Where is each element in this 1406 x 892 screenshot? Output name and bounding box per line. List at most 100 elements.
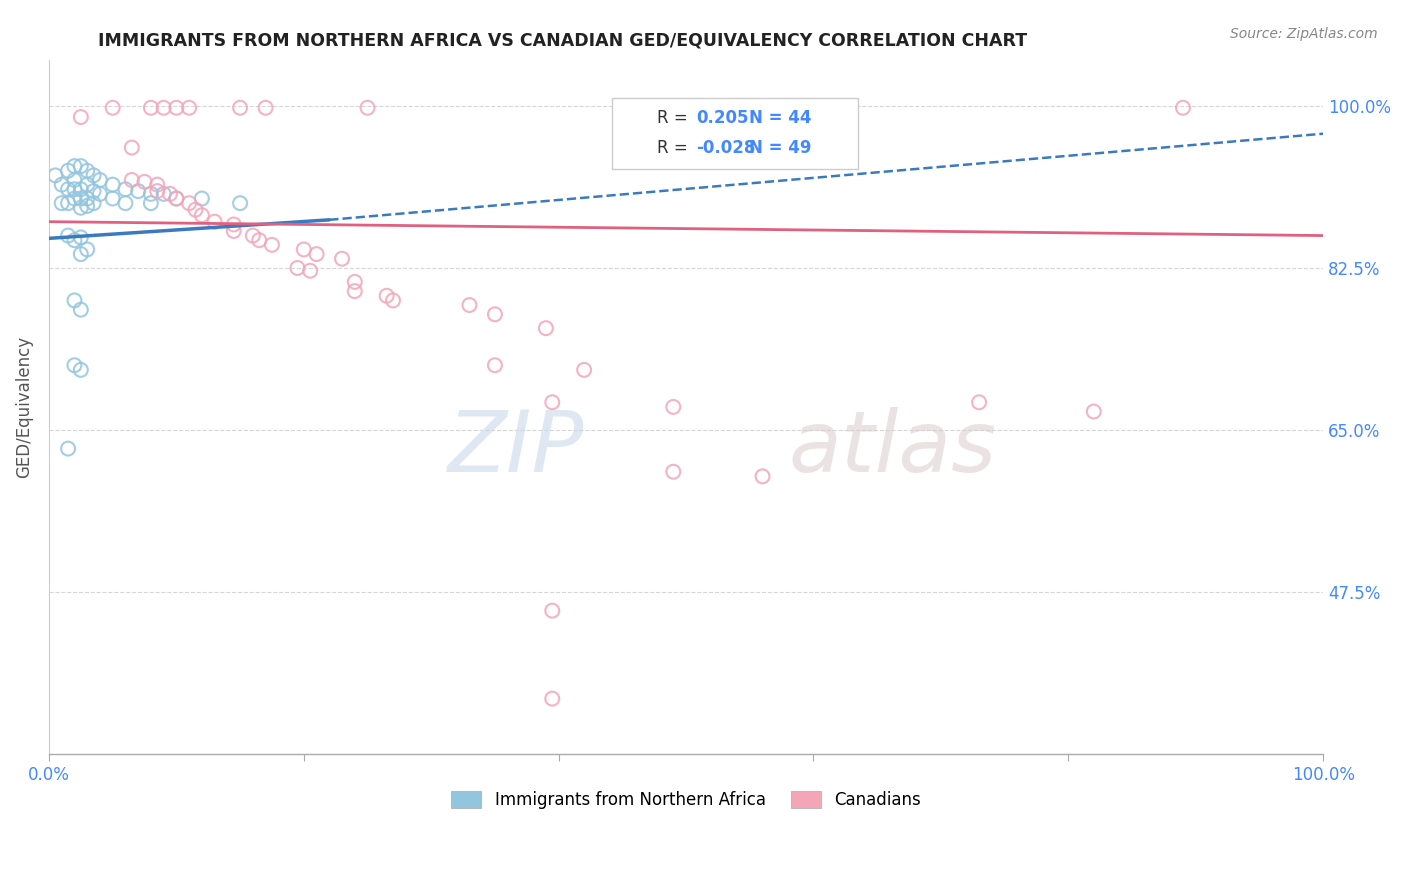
Point <box>751 469 773 483</box>
Point <box>343 284 366 298</box>
Point <box>51 196 73 211</box>
Point <box>69 363 91 377</box>
Point <box>287 260 309 275</box>
Text: IMMIGRANTS FROM NORTHERN AFRICA VS CANADIAN GED/EQUIVALENCY CORRELATION CHART: IMMIGRANTS FROM NORTHERN AFRICA VS CANAD… <box>98 31 1028 49</box>
Point <box>114 196 136 211</box>
Point <box>56 196 79 211</box>
Point <box>56 228 79 243</box>
Legend: Immigrants from Northern Africa, Canadians: Immigrants from Northern Africa, Canadia… <box>444 784 928 815</box>
Point <box>375 289 398 303</box>
Point <box>83 169 105 183</box>
Point <box>165 192 187 206</box>
Point <box>330 252 353 266</box>
Point <box>179 101 201 115</box>
Point <box>69 201 91 215</box>
Point <box>44 169 66 183</box>
Point <box>222 218 245 232</box>
Point <box>63 293 86 308</box>
Point <box>191 192 214 206</box>
Text: ZIP: ZIP <box>449 407 583 490</box>
Point <box>662 400 685 414</box>
Point <box>382 293 405 308</box>
Point <box>101 101 124 115</box>
Point <box>254 101 277 115</box>
Point <box>56 182 79 196</box>
Point <box>83 196 105 211</box>
Point <box>184 202 207 217</box>
Point <box>63 173 86 187</box>
Point <box>114 182 136 196</box>
Point <box>76 243 98 257</box>
Point <box>101 178 124 192</box>
Point <box>541 604 564 618</box>
Point <box>146 178 169 192</box>
Point <box>458 298 481 312</box>
Text: R =: R = <box>657 139 693 157</box>
Point <box>69 182 91 196</box>
Point <box>541 691 564 706</box>
Point <box>76 199 98 213</box>
Point <box>63 358 86 372</box>
Point <box>121 140 143 154</box>
Text: -0.028: -0.028 <box>696 139 755 157</box>
Point <box>484 358 506 372</box>
Point <box>146 184 169 198</box>
Point <box>152 101 174 115</box>
Point <box>242 228 264 243</box>
Point <box>165 101 187 115</box>
Point <box>76 178 98 192</box>
Point <box>534 321 557 335</box>
Point <box>343 275 366 289</box>
Point <box>1171 101 1194 115</box>
Point <box>69 302 91 317</box>
Point <box>572 363 595 377</box>
Point <box>139 101 162 115</box>
Point <box>165 192 187 206</box>
Point <box>63 182 86 196</box>
Point <box>127 184 149 198</box>
Text: 0.205: 0.205 <box>696 109 748 127</box>
Point <box>1083 404 1105 418</box>
Text: N = 44: N = 44 <box>749 109 811 127</box>
Point <box>260 237 283 252</box>
Point <box>69 110 91 124</box>
Point <box>56 442 79 456</box>
Point <box>56 163 79 178</box>
Point <box>229 196 252 211</box>
Point <box>69 192 91 206</box>
Point <box>63 233 86 247</box>
Point <box>69 230 91 244</box>
Point <box>83 184 105 198</box>
Point <box>229 101 252 115</box>
Text: N = 49: N = 49 <box>749 139 811 157</box>
Point <box>51 178 73 192</box>
Point <box>967 395 990 409</box>
Point <box>179 196 201 211</box>
Point <box>63 192 86 206</box>
Point <box>247 233 270 247</box>
Text: R =: R = <box>657 109 693 127</box>
Point <box>63 159 86 173</box>
Point <box>305 247 328 261</box>
Point <box>76 163 98 178</box>
Point <box>69 247 91 261</box>
Point <box>69 159 91 173</box>
Point <box>89 186 111 201</box>
Point <box>134 175 156 189</box>
Point <box>191 208 214 222</box>
Point <box>121 173 143 187</box>
Point <box>76 192 98 206</box>
Text: atlas: atlas <box>787 407 995 490</box>
Point <box>662 465 685 479</box>
Y-axis label: GED/Equivalency: GED/Equivalency <box>15 336 32 478</box>
Point <box>101 192 124 206</box>
Point <box>204 215 226 229</box>
Point <box>139 196 162 211</box>
Point <box>484 307 506 321</box>
Point <box>222 224 245 238</box>
Point <box>299 264 322 278</box>
Point <box>292 243 315 257</box>
Point <box>159 186 181 201</box>
Point <box>356 101 378 115</box>
Point <box>541 395 564 409</box>
